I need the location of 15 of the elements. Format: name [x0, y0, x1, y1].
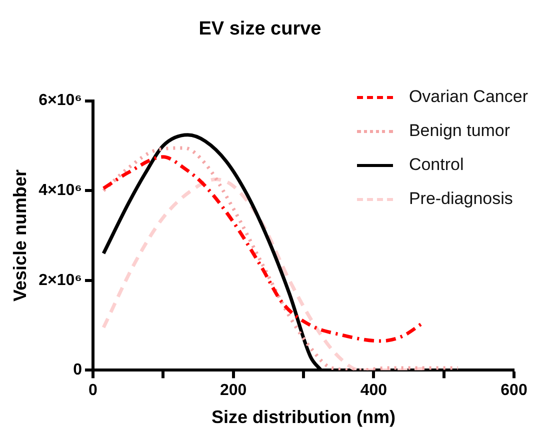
legend-label: Ovarian Cancer — [408, 87, 528, 107]
y-axis-title: Vesicle number — [10, 169, 30, 302]
y-tick-label: 0 — [73, 362, 82, 379]
chart-title: EV size curve — [198, 18, 322, 40]
y-tick-label: 6×10⁶ — [38, 92, 82, 110]
x-axis-title: Size distribution (nm) — [212, 407, 396, 428]
x-tick-label: 0 — [88, 382, 98, 400]
legend-label: Pre-diagnosis — [408, 189, 513, 209]
legend-label: Control — [408, 155, 464, 175]
y-tick-label: 2×10⁶ — [38, 272, 82, 289]
x-tick-label: 600 — [500, 382, 528, 400]
x-tick-label: 200 — [220, 382, 247, 400]
legend-label: Benign tumor — [408, 121, 510, 141]
y-tick-label: 4×10⁶ — [38, 182, 82, 200]
x-tick-label: 400 — [360, 382, 388, 400]
